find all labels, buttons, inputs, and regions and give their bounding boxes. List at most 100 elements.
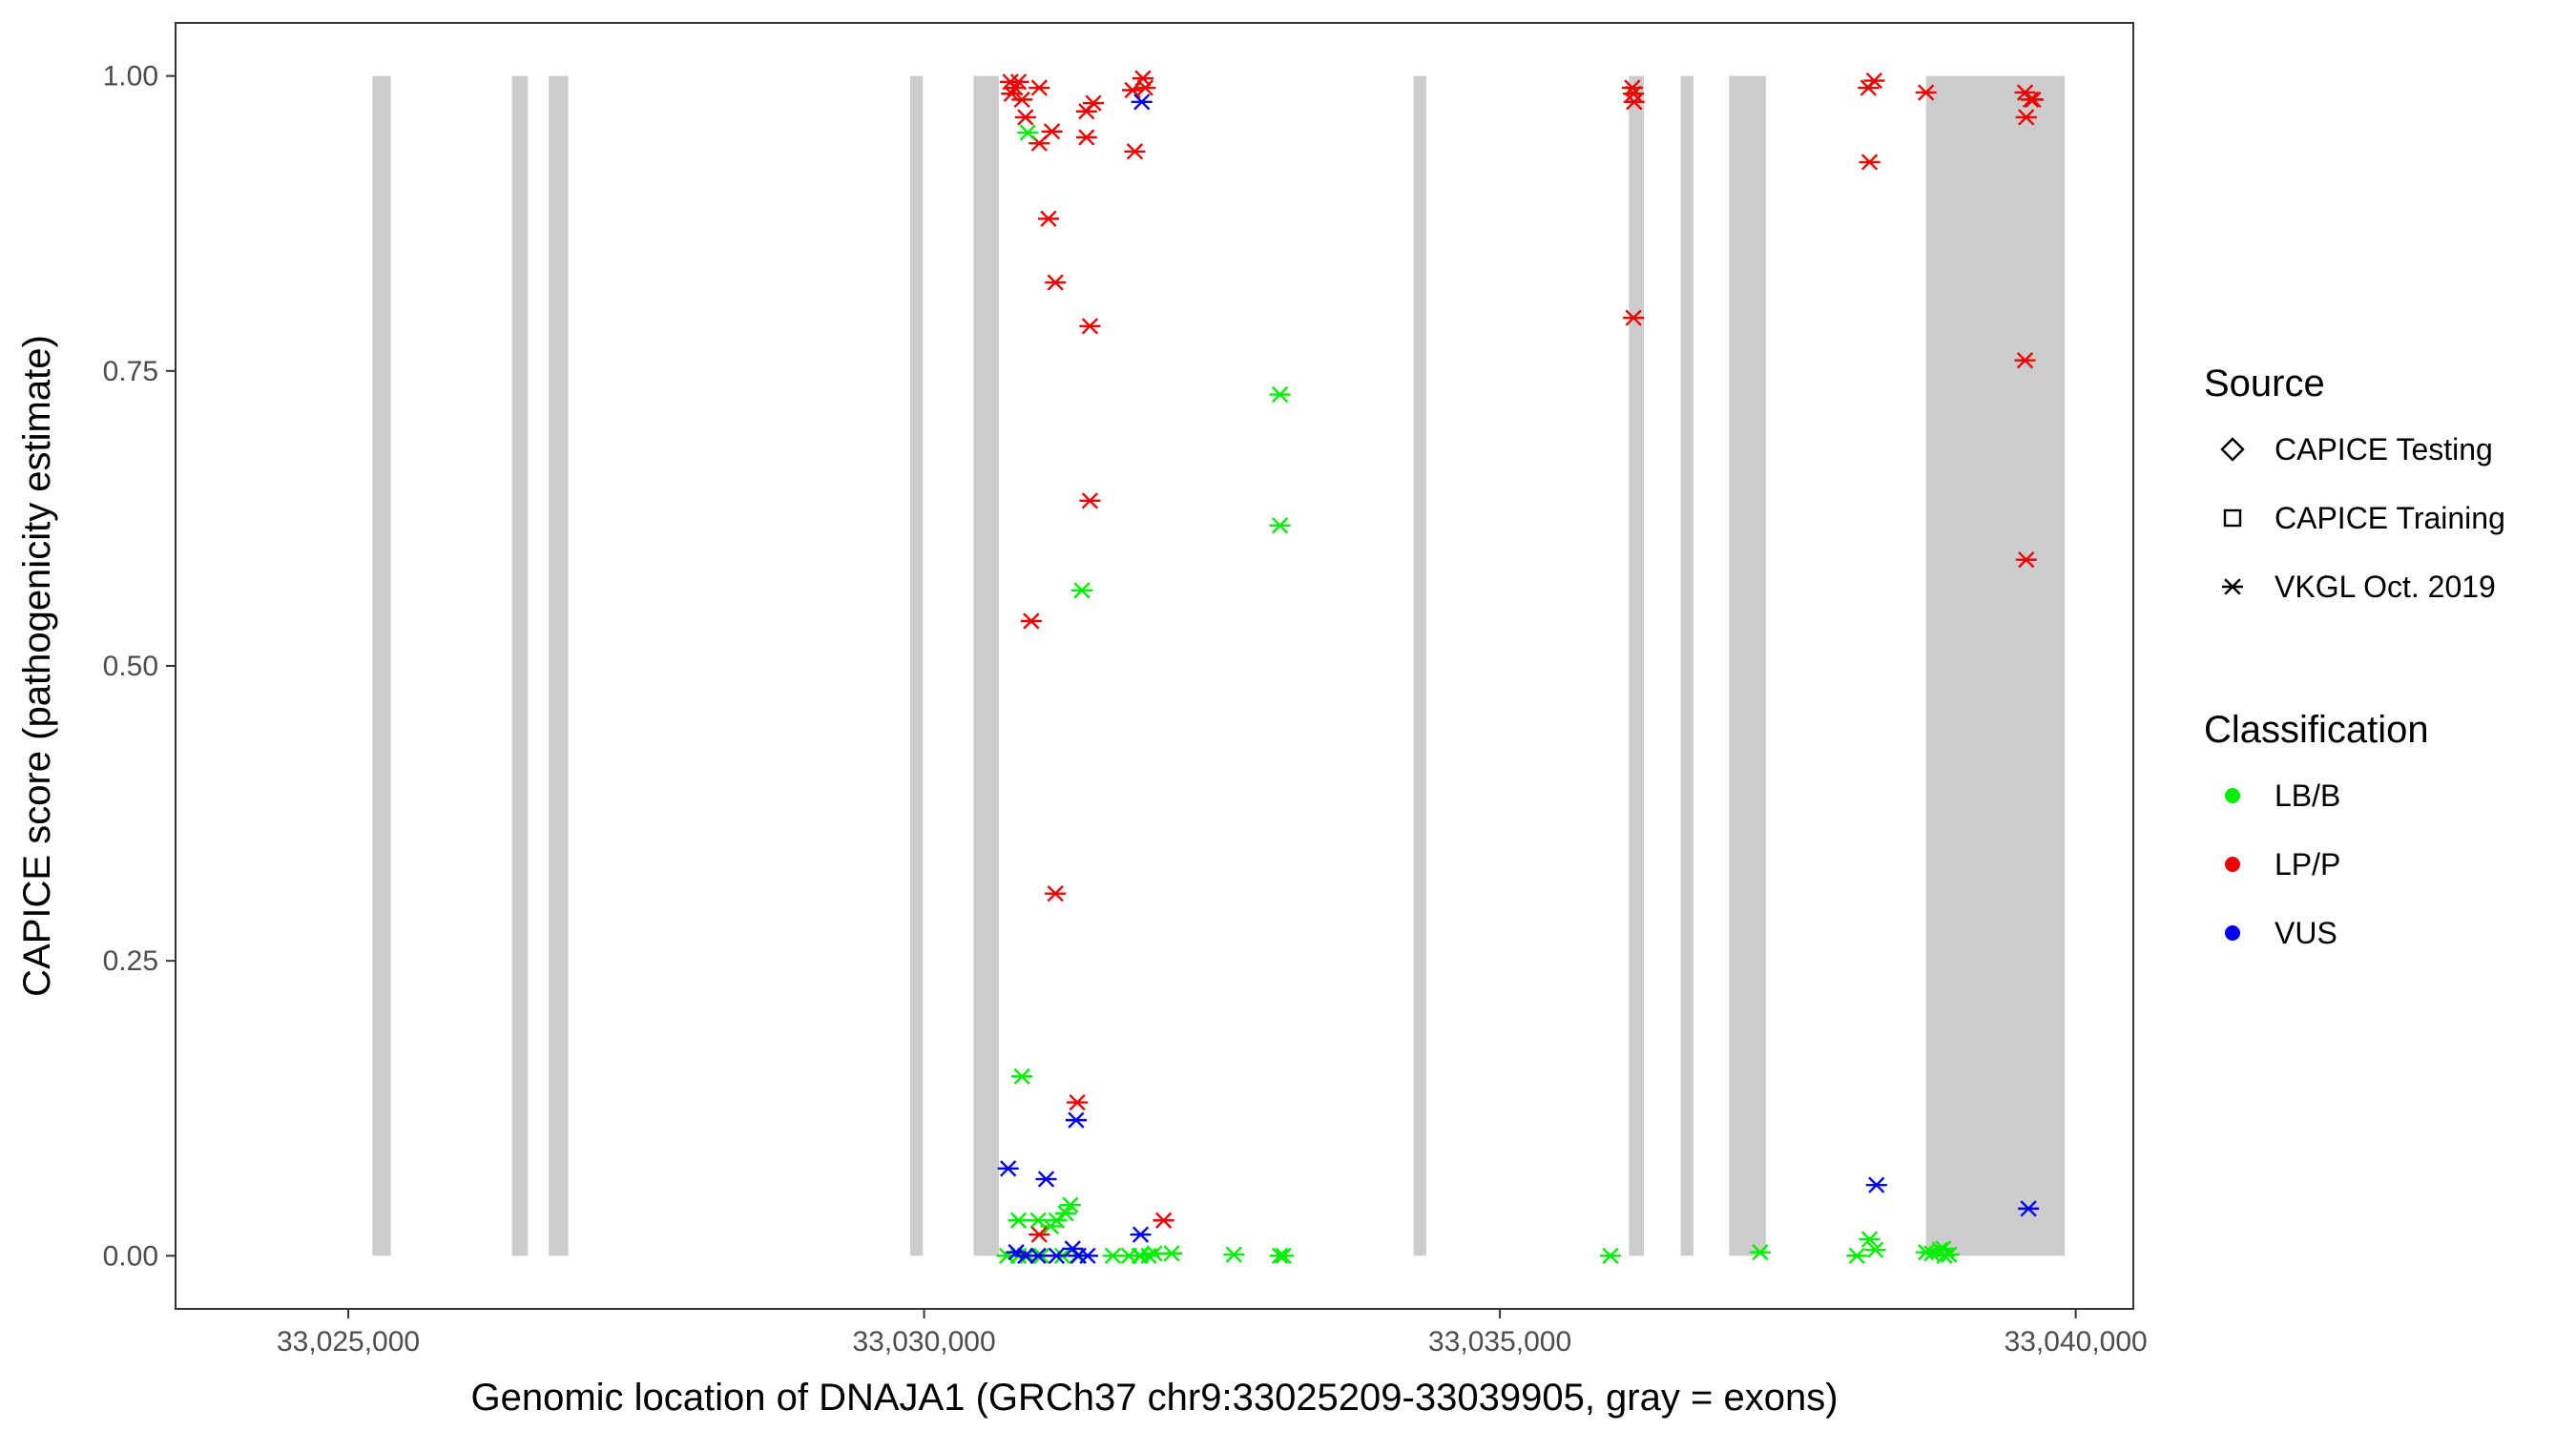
- data-point: [1749, 1244, 1771, 1261]
- data-point: [1083, 94, 1105, 112]
- data-point: [1269, 517, 1291, 534]
- data-point: [2022, 91, 2044, 109]
- data-point: [1046, 1212, 1068, 1229]
- legend-source-title: Source: [2204, 363, 2325, 404]
- data-point: [1035, 1171, 1057, 1188]
- data-point: [1055, 1205, 1077, 1222]
- exon-5: [973, 75, 1000, 1256]
- exon-4: [910, 75, 924, 1256]
- data-point: [1008, 1212, 1029, 1229]
- data-point: [1011, 1068, 1033, 1085]
- exon-1: [372, 75, 391, 1256]
- data-point: [1011, 91, 1033, 109]
- data-point: [1623, 93, 1645, 111]
- data-point: [1915, 84, 1937, 101]
- data-point: [2015, 551, 2037, 569]
- data-point: [1599, 1247, 1621, 1264]
- data-point: [1017, 124, 1039, 141]
- y-tick-label: 0.50: [103, 651, 158, 682]
- data-point: [1045, 885, 1067, 902]
- data-point: [1131, 93, 1153, 111]
- data-point: [1846, 1247, 1868, 1264]
- exon-9: [1729, 75, 1766, 1256]
- exon-10: [1925, 75, 2066, 1256]
- data-point: [1079, 492, 1101, 509]
- data-point: [1014, 109, 1036, 126]
- data-point: [1161, 1245, 1183, 1262]
- data-point: [1269, 385, 1291, 404]
- data-point: [1129, 1247, 1151, 1264]
- data-point: [1269, 1247, 1291, 1264]
- data-point: [1028, 1226, 1050, 1243]
- data-point: [2014, 352, 2036, 369]
- data-point: [1065, 1111, 1087, 1129]
- exon-3: [549, 75, 569, 1256]
- data-point: [1859, 154, 1880, 171]
- data-point: [997, 1160, 1019, 1177]
- data-point: [1075, 103, 1097, 120]
- legend-vkgl-label: VKGL Oct. 2019: [2275, 570, 2496, 604]
- x-tick-label: 33,030,000: [853, 1326, 996, 1358]
- data-point: [1130, 1226, 1152, 1243]
- data-point: [1122, 81, 1144, 99]
- y-tick-label: 0.00: [103, 1240, 158, 1272]
- exon-8: [1680, 75, 1693, 1256]
- data-point: [1020, 612, 1042, 630]
- legend: Source Classification CAPICE Testing CAPI…: [2204, 363, 2505, 950]
- data-point: [2015, 109, 2037, 126]
- legend-class-label: VUS: [2275, 916, 2337, 950]
- legend-testing-label: CAPICE Testing: [2275, 432, 2493, 467]
- data-point: [1037, 210, 1059, 227]
- data-point: [1132, 70, 1153, 87]
- data-point: [1932, 1240, 1954, 1257]
- legend-training-symbol: [2223, 508, 2242, 528]
- y-tick-label: 1.00: [103, 61, 158, 93]
- legend-training-label: CAPICE Training: [2275, 501, 2505, 535]
- data-point: [1028, 1212, 1049, 1229]
- exon-layer: [372, 75, 2066, 1256]
- legend-class-label: LP/P: [2275, 847, 2340, 881]
- data-point: [1059, 1196, 1081, 1213]
- data-point: [1223, 1246, 1245, 1263]
- y-tick-label: 0.25: [103, 945, 158, 977]
- point-layer: [996, 70, 2044, 1264]
- legend-class-label: LB/B: [2275, 778, 2340, 813]
- legend-class-swatch: [2225, 857, 2240, 872]
- exon-6: [1413, 75, 1426, 1256]
- x-tick-label: 33,040,000: [2005, 1326, 2148, 1358]
- data-point: [1623, 309, 1645, 326]
- y-axis-title: CAPICE score (pathogenicity estimate): [16, 335, 58, 997]
- x-tick-label: 33,025,000: [277, 1326, 420, 1358]
- legend-class-swatch: [2225, 925, 2240, 941]
- data-point: [1028, 1247, 1049, 1264]
- data-point: [1028, 79, 1050, 96]
- legend-class-swatch: [2225, 788, 2240, 803]
- exon-2: [511, 75, 529, 1256]
- data-point: [1859, 1231, 1880, 1248]
- data-point: [1076, 1247, 1098, 1264]
- data-point: [1153, 1212, 1174, 1229]
- exon-7: [1629, 75, 1644, 1256]
- data-point: [1864, 1241, 1886, 1258]
- y-tick-label: 0.75: [103, 356, 158, 387]
- legend-classification-title: Classification: [2204, 709, 2429, 751]
- axis-layer: 33,025,000 33,030,000 33,035,000 33,040,000…: [103, 61, 2148, 1358]
- data-point: [1046, 1247, 1068, 1264]
- data-point: [1075, 129, 1097, 146]
- data-point: [1070, 582, 1092, 599]
- data-point: [1067, 1093, 1089, 1111]
- x-tick-label: 33,035,000: [1428, 1326, 1571, 1358]
- data-point: [1045, 274, 1067, 291]
- data-point: [1915, 1244, 1937, 1261]
- data-point: [1079, 318, 1101, 335]
- data-point: [1134, 79, 1156, 96]
- plot-frame: [175, 22, 2134, 1310]
- legend-vkgl-symbol: [2222, 578, 2243, 595]
- data-point: [1008, 73, 1029, 91]
- data-point: [2018, 1200, 2040, 1217]
- data-point: [1124, 143, 1146, 160]
- x-axis-title: Genomic location of DNAJA1 (GRCh37 chr9:…: [470, 1377, 1838, 1419]
- data-point: [1863, 72, 1885, 90]
